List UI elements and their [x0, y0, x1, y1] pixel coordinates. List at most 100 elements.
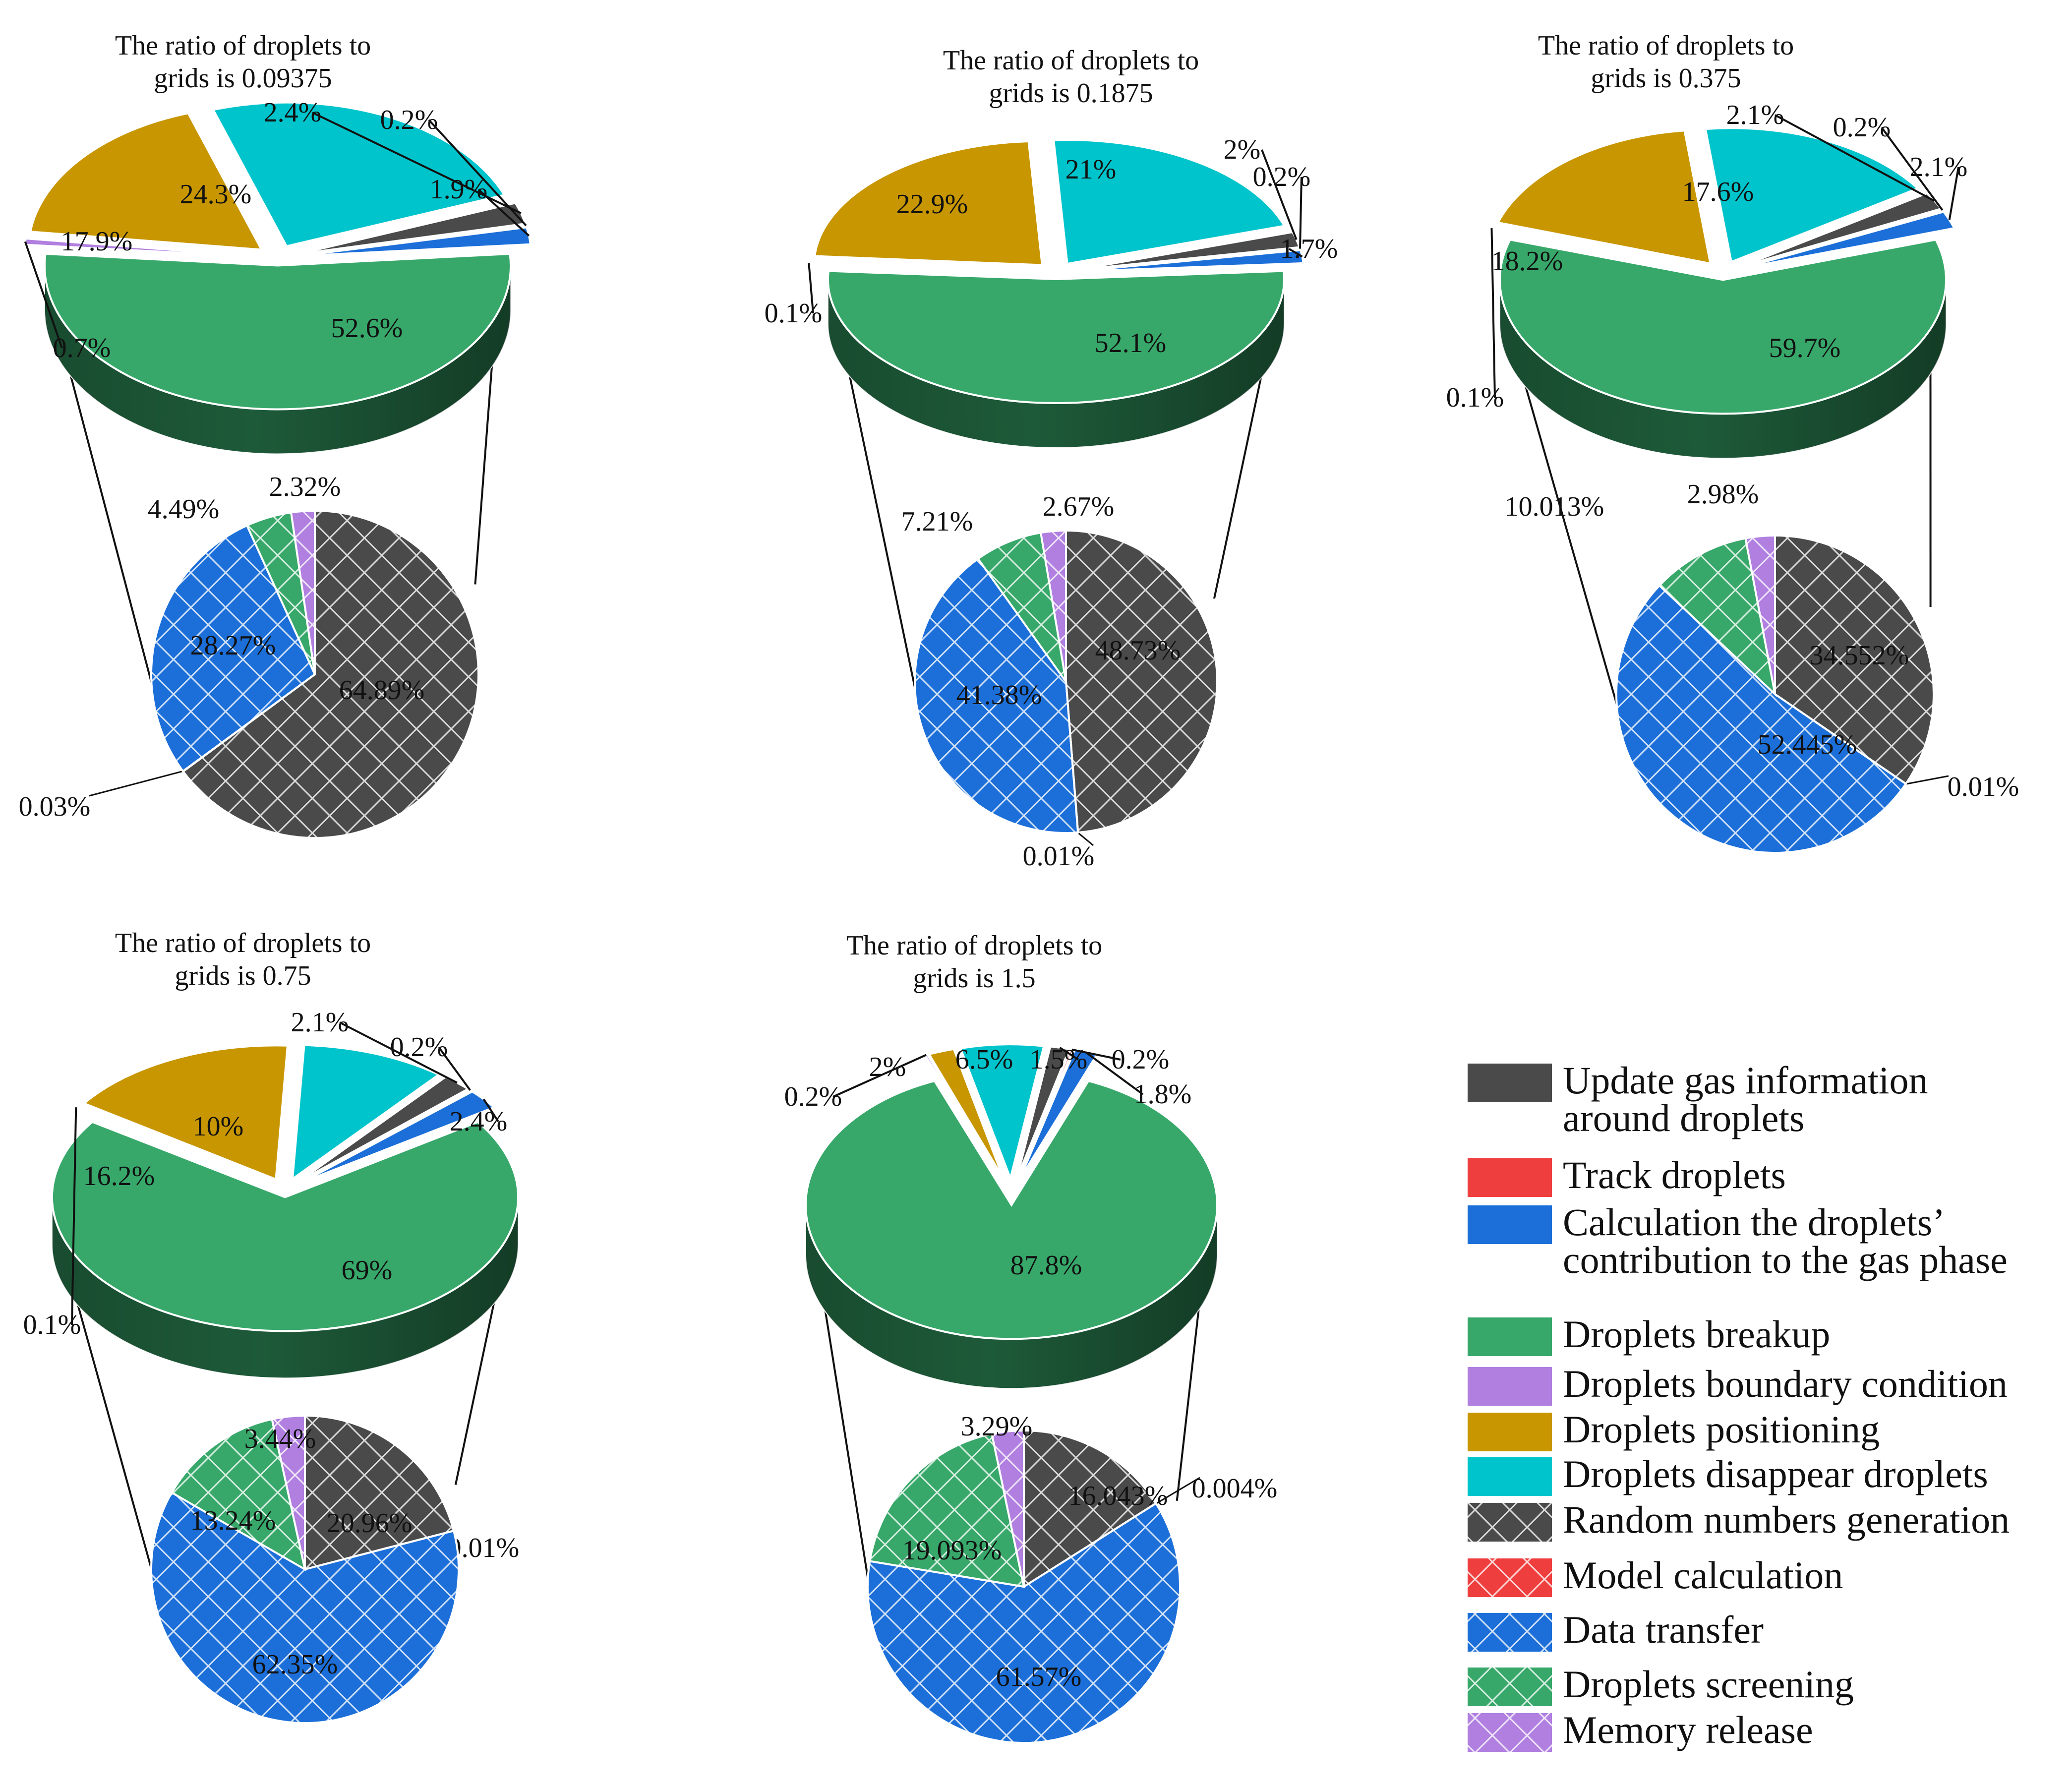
sub-pie: 48.73% 0.01% 41.38% 7.21% 2.67%	[901, 491, 1218, 872]
legend-swatch-hatch	[1468, 1613, 1552, 1652]
sub-pie-label: 62.35%	[252, 1649, 338, 1680]
pie-slice-10-disappear	[291, 1044, 441, 1181]
legend-label: contribution to the gas phase	[1563, 1238, 2008, 1281]
leader-line	[1077, 832, 1094, 846]
leader-line	[477, 188, 530, 237]
pie-slice-22-9-positioning	[813, 140, 1044, 266]
sub-pie-label: 19.093%	[902, 1535, 1002, 1566]
legend-item-model-calculation: Model calculation	[1468, 1553, 1843, 1597]
legend-item-random-numbers-generation: Random numbers generation	[1468, 1498, 2010, 1542]
pie-slice-label: 1.8%	[1134, 1079, 1192, 1110]
pie-top-faces	[23, 101, 532, 411]
leader-line	[482, 1098, 499, 1123]
leader-line	[1085, 1051, 1144, 1095]
legend-item-droplets-positioning: Droplets positioning	[1468, 1408, 1880, 1451]
sub-pie-slice-hatch	[172, 1419, 305, 1569]
sub-pie-slice-hatch	[1041, 531, 1066, 682]
chart-title: The ratio of droplets to grids is 0.75	[115, 928, 371, 991]
leader-line	[428, 119, 527, 227]
legend-item-calculation-the-droplets-contribution-to-the-gas-phase: Calculation the droplets’contribution to…	[1468, 1200, 2008, 1281]
leader-line	[1071, 1048, 1121, 1061]
legend-label: Droplets screening	[1563, 1663, 1854, 1706]
sub-pie-label: 52.445%	[1758, 729, 1857, 760]
pie-chart-ratio-1-5: The ratio of droplets to grids is 1.5 87.8…	[784, 930, 1277, 1744]
leader-line	[1059, 1047, 1079, 1061]
pie-slice-69-breakup	[51, 1121, 519, 1332]
pie-side-shade	[806, 1205, 1217, 1389]
chart-title-line: The ratio of droplets to	[1538, 30, 1794, 61]
leader-line	[1155, 1477, 1200, 1504]
pie-side-shade	[52, 1197, 518, 1378]
legend-label: Calculation the droplets’	[1563, 1200, 1945, 1244]
leader-line	[1490, 228, 1496, 398]
leader-line	[1299, 177, 1302, 249]
chart-title-line: grids is 0.375	[1591, 63, 1741, 94]
pie-slice-label: 6.5%	[955, 1044, 1013, 1075]
leader-line	[1775, 114, 1935, 202]
pie-slice-label: 17.9%	[61, 226, 133, 257]
pie-slice-21-disappear	[1052, 139, 1286, 265]
sub-pie-slice-hatch	[1066, 531, 1217, 833]
sub-pie-label: 3.44%	[244, 1424, 316, 1454]
legend-swatch-hatch	[1468, 1668, 1552, 1706]
sub-pie-label: 2.98%	[1687, 479, 1759, 510]
sub-pie-slice-hatch	[992, 1430, 1024, 1587]
sub-pie-label: 61.57%	[996, 1662, 1082, 1692]
connector-line-left	[67, 1270, 156, 1580]
sub-pie-slice-hatch	[868, 1503, 1180, 1743]
connector-line-left	[59, 338, 156, 695]
sub-pie-label: 4.49%	[148, 494, 220, 525]
sub-pie-slice-hatch	[915, 558, 1078, 833]
chart-title: The ratio of droplets to grids is 0.375	[1538, 30, 1794, 94]
leader-line	[832, 1054, 927, 1098]
pie-slice-label: 2.1%	[1910, 152, 1968, 182]
legend-label: Droplets disappear droplets	[1563, 1452, 1988, 1495]
pie-side-shade	[45, 265, 511, 454]
leader-line	[808, 263, 814, 314]
legend-item-droplets-disappear-droplets: Droplets disappear droplets	[1468, 1452, 1988, 1496]
pie-slice-label: 0.1%	[765, 298, 823, 329]
legend-swatch	[1468, 1205, 1552, 1244]
sub-pie-slice-hatch	[151, 1492, 459, 1723]
leader-line	[438, 1046, 471, 1091]
chart-title: The ratio of droplets to grids is 0.1875	[943, 45, 1199, 109]
chart-title-line: grids is 0.09375	[154, 63, 332, 94]
leader-line	[71, 1107, 77, 1325]
sub-pie-slice-hatch	[1745, 536, 1775, 694]
pie-chart-ratio-0-375: The ratio of droplets to grids is 0.375 59…	[1446, 30, 2019, 854]
pie-chart-ratio-0-1875: The ratio of droplets to grids is 0.1875 5…	[765, 45, 1338, 872]
pie-slice-label: 52.1%	[1095, 328, 1167, 358]
sub-pie: 64.89% 0.03% 28.27% 4.49% 2.32%	[19, 472, 479, 839]
pie-slice-label: 17.6%	[1682, 177, 1754, 207]
pie-slice-1-5-update_gas	[1015, 1045, 1071, 1179]
pie-slice-labels: 59.7%0.1%18.2%17.6%2.1% 0.2%2.1%	[1446, 100, 1968, 413]
legend-item-memory-release: Memory release	[1468, 1708, 1813, 1752]
legend-swatch-hatch	[1468, 1558, 1552, 1597]
sub-pie-slice-hatch	[1659, 538, 1775, 694]
pie-top-faces	[807, 139, 1304, 404]
sub-pie-label: 13.24%	[190, 1505, 276, 1536]
pie-slice-label: 21%	[1066, 154, 1117, 185]
sub-pie-label: 3.29%	[961, 1411, 1033, 1442]
chart-title: The ratio of droplets to grids is 1.5	[846, 930, 1102, 994]
sub-pie-label: 10.013%	[1505, 491, 1604, 522]
sub-pie-label: 64.89%	[339, 675, 425, 706]
pie-slice-2-1-calc_contrib	[1741, 210, 1956, 270]
pie-slice-label: 0.7%	[53, 333, 111, 363]
pie-slice-0-7-boundary	[23, 237, 257, 258]
pie-slice-label: 87.8%	[1010, 1250, 1082, 1281]
sub-pie-slice-hatch	[978, 533, 1066, 682]
pie-slice-87-8-breakup	[805, 1079, 1218, 1340]
pie-slice-16-2-positioning	[82, 1044, 289, 1181]
pie-slice-2-positioning	[927, 1048, 1005, 1180]
pie-slice-labels: 87.8% 0.2% 2% 6.5% 1.5% 0.2% 1.8%	[784, 1044, 1192, 1281]
connector-line-right	[474, 333, 496, 585]
connector-line-left	[1514, 350, 1621, 715]
chart-title-line: grids is 0.75	[175, 960, 311, 991]
sub-pie-slice-hatch	[272, 1416, 305, 1569]
chart-title-line: The ratio of droplets to	[115, 928, 371, 958]
pie-slice-label: 0.2%	[380, 105, 438, 135]
pie-slice-label: 69%	[342, 1255, 393, 1286]
